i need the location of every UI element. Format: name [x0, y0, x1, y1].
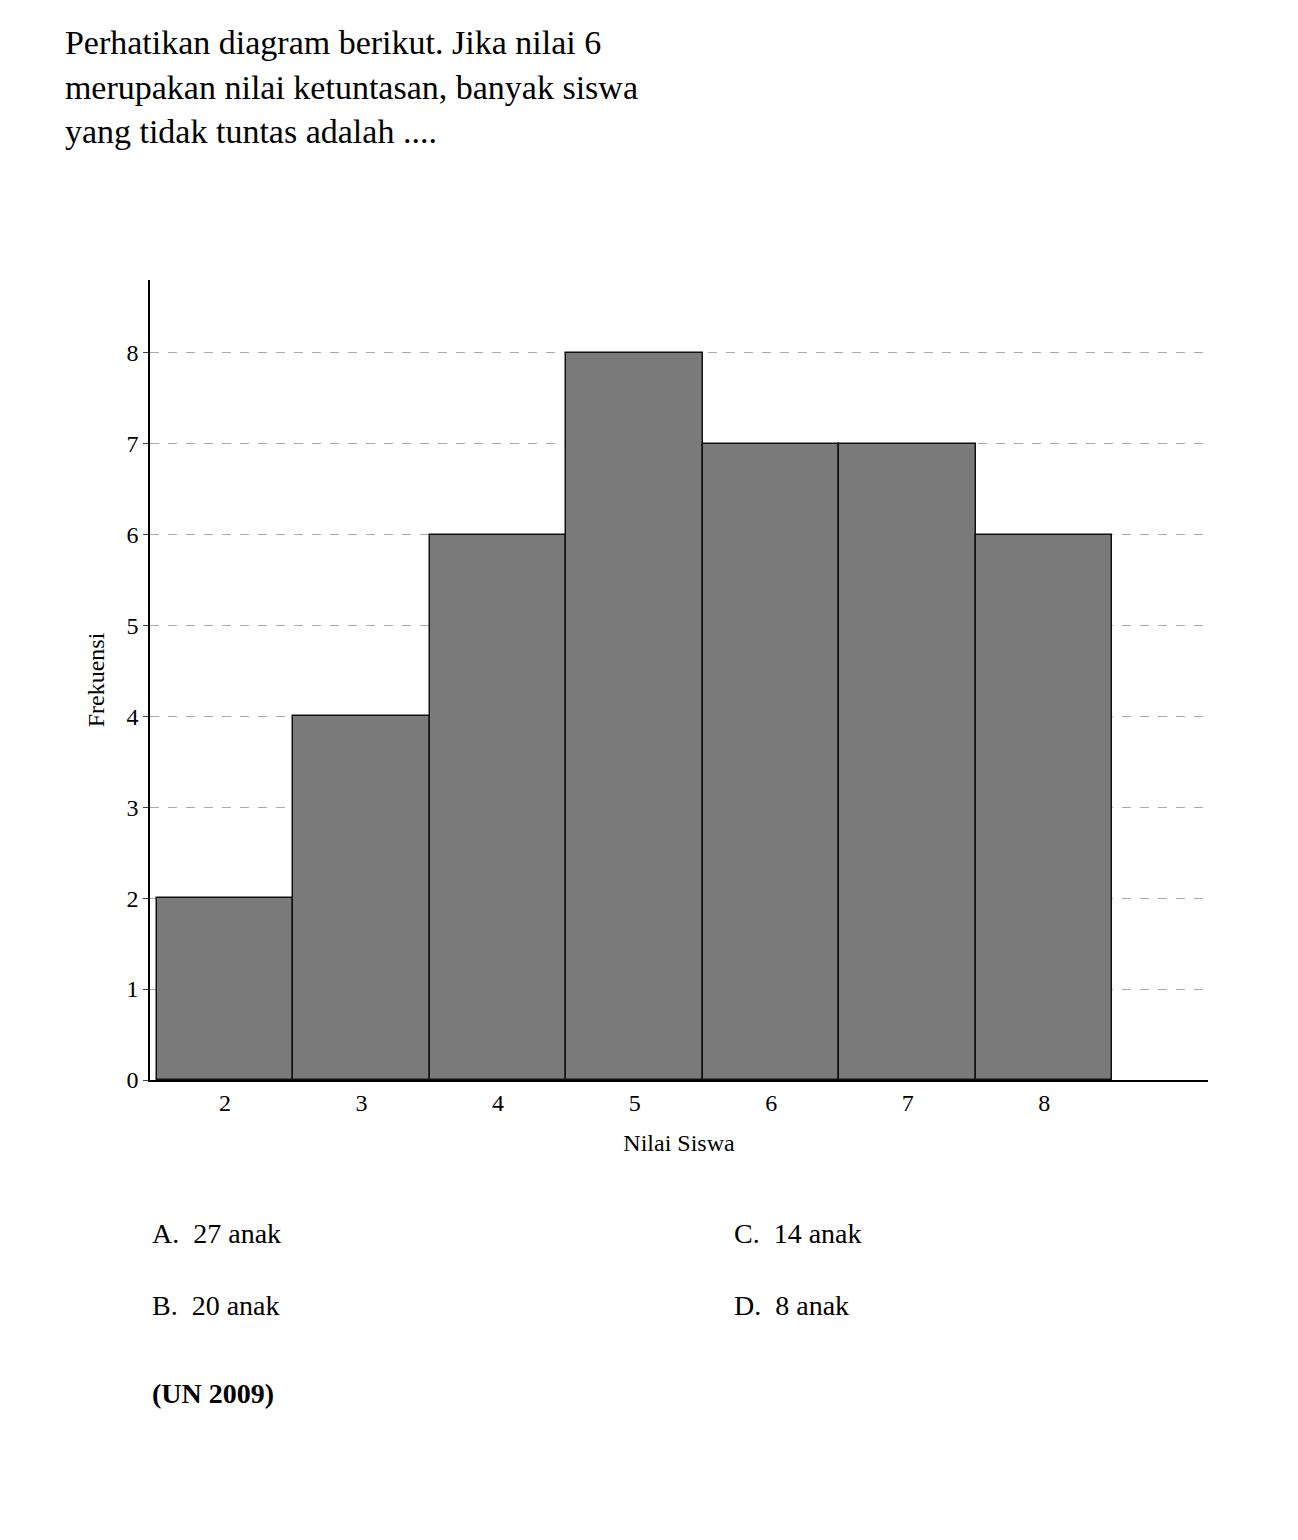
svg-text:(UN 2009): (UN 2009) — [152, 1378, 274, 1409]
svg-text:4: 4 — [492, 1090, 504, 1116]
svg-text:3: 3 — [356, 1090, 368, 1116]
svg-text:B. 20 anak: B. 20 anak — [152, 1290, 280, 1321]
svg-text:7: 7 — [902, 1090, 914, 1116]
svg-text:6: 6 — [765, 1090, 777, 1116]
svg-text:8: 8 — [126, 340, 138, 366]
svg-text:Nilai Siswa: Nilai Siswa — [623, 1130, 735, 1156]
svg-text:Frekuensi: Frekuensi — [83, 632, 109, 727]
svg-text:C. 14 anak: C. 14 anak — [734, 1218, 862, 1249]
svg-text:8: 8 — [1038, 1090, 1050, 1116]
svg-text:D. 8 anak: D. 8 anak — [734, 1290, 849, 1321]
svg-text:6: 6 — [126, 522, 138, 548]
svg-text:3: 3 — [126, 795, 138, 821]
svg-text:2: 2 — [126, 886, 138, 912]
svg-text:A. 27 anak: A. 27 anak — [152, 1218, 281, 1249]
svg-text:4: 4 — [126, 704, 138, 730]
svg-text:0: 0 — [126, 1067, 138, 1093]
svg-text:1: 1 — [126, 976, 138, 1002]
svg-text:5: 5 — [629, 1090, 641, 1116]
svg-text:5: 5 — [126, 613, 138, 639]
svg-text:Perhatikan diagram berikut. Ji: Perhatikan diagram berikut. Jika nilai 6… — [65, 24, 638, 149]
svg-text:2: 2 — [219, 1090, 231, 1116]
svg-text:7: 7 — [126, 431, 138, 457]
